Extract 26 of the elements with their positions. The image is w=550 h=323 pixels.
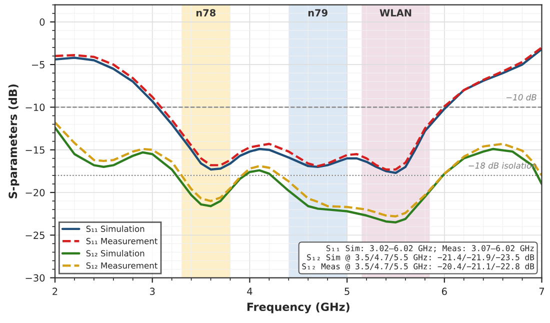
ref-line-label: −10 dB bbox=[506, 94, 536, 100]
annotation: S₁₂ Sim @ 3.5/4.7/5.5 GHz: −21.4/−21.9/−23.5 dB bbox=[307, 254, 534, 262]
annotation: S₁₁ Sim: 3.02–6.02 GHz; Meas: 3.07–6.02 GHz bbox=[326, 245, 534, 252]
legend-label: S₁₂ Measurement bbox=[86, 262, 158, 269]
y-axis-title: S-parameters (dB) bbox=[8, 84, 20, 198]
annotation: S₁₂ Meas @ 3.5/4.7/5.5 GHz: −20.4/−21.1/−22.8 dB bbox=[302, 263, 534, 271]
legend-label: S₁₁ Simulation bbox=[86, 226, 144, 232]
x-tick-label: 5 bbox=[344, 288, 350, 296]
x-tick-label: 2 bbox=[52, 288, 58, 295]
y-tick-label: −10 bbox=[26, 104, 45, 112]
x-tick-label: 6 bbox=[442, 288, 447, 296]
y-tick-label: −20 bbox=[26, 188, 45, 196]
x-tick-label: 7 bbox=[539, 288, 544, 295]
x-tick-label: 4 bbox=[247, 288, 252, 295]
x-axis-title: Frequency (GHz) bbox=[247, 302, 350, 314]
band-label: n78 bbox=[196, 9, 216, 16]
y-tick-label: −25 bbox=[26, 232, 44, 239]
legend-label: S₁₁ Measurement bbox=[86, 238, 158, 244]
x-tick-label: 3 bbox=[150, 288, 155, 296]
y-tick-label: −5 bbox=[32, 61, 44, 68]
band-label: n79 bbox=[308, 9, 328, 16]
y-tick-label: −30 bbox=[26, 274, 45, 282]
band-label: WLAN bbox=[380, 9, 412, 16]
y-tick-label: 0 bbox=[40, 18, 45, 26]
y-tick-label: −15 bbox=[26, 146, 44, 154]
legend-label: S₁₂ Simulation bbox=[86, 250, 144, 256]
